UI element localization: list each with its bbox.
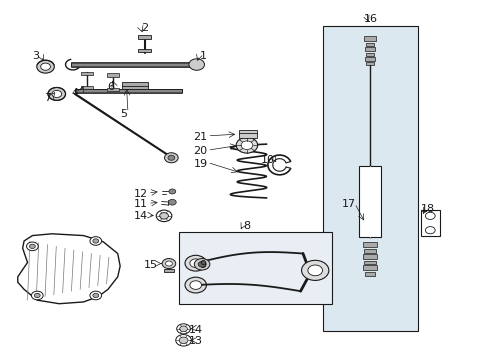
- Bar: [322, 26, 417, 330]
- Circle shape: [175, 334, 191, 346]
- Bar: [362, 254, 377, 258]
- Circle shape: [241, 141, 252, 149]
- Circle shape: [93, 239, 99, 243]
- Circle shape: [179, 326, 187, 332]
- Text: 18: 18: [420, 204, 434, 215]
- Circle shape: [165, 261, 172, 266]
- Circle shape: [194, 258, 209, 270]
- Text: 3: 3: [32, 51, 39, 61]
- Circle shape: [93, 293, 99, 298]
- Circle shape: [307, 265, 322, 276]
- Circle shape: [31, 291, 43, 300]
- Text: 10: 10: [261, 155, 274, 165]
- Text: 9: 9: [199, 260, 206, 270]
- Text: 14: 14: [134, 211, 148, 221]
- Bar: [238, 130, 257, 134]
- Circle shape: [198, 261, 205, 267]
- Bar: [364, 57, 375, 61]
- Circle shape: [48, 87, 65, 100]
- Bar: [75, 89, 182, 92]
- Bar: [365, 53, 374, 56]
- Bar: [138, 36, 151, 39]
- Circle shape: [184, 277, 206, 293]
- Circle shape: [164, 153, 178, 163]
- Bar: [107, 88, 119, 91]
- Bar: [122, 85, 148, 89]
- Circle shape: [37, 60, 54, 73]
- Circle shape: [29, 244, 35, 248]
- Bar: [178, 232, 331, 304]
- Circle shape: [168, 189, 175, 194]
- Circle shape: [168, 199, 176, 205]
- Bar: [365, 272, 374, 276]
- Text: 13: 13: [188, 336, 203, 346]
- Circle shape: [189, 281, 201, 289]
- Bar: [364, 249, 375, 253]
- Circle shape: [188, 59, 204, 70]
- Bar: [163, 269, 173, 272]
- Text: 7: 7: [44, 93, 51, 103]
- Bar: [362, 242, 377, 247]
- Circle shape: [159, 213, 168, 219]
- Circle shape: [167, 155, 174, 160]
- Text: 20: 20: [193, 146, 207, 156]
- Circle shape: [184, 255, 206, 271]
- Circle shape: [236, 137, 257, 153]
- Polygon shape: [18, 234, 120, 304]
- Bar: [365, 42, 374, 46]
- Bar: [138, 49, 151, 51]
- Bar: [420, 211, 439, 235]
- Bar: [71, 63, 197, 66]
- Circle shape: [162, 258, 175, 269]
- Circle shape: [301, 260, 328, 280]
- Text: 14: 14: [188, 325, 203, 334]
- Circle shape: [34, 293, 40, 298]
- Circle shape: [425, 226, 434, 234]
- Bar: [366, 62, 373, 65]
- Bar: [81, 86, 93, 89]
- Circle shape: [90, 291, 102, 300]
- Text: 2: 2: [141, 23, 148, 33]
- Circle shape: [156, 210, 171, 222]
- Text: 1: 1: [199, 51, 206, 61]
- Circle shape: [26, 242, 38, 251]
- Bar: [364, 47, 375, 51]
- Bar: [75, 89, 182, 93]
- Bar: [71, 62, 197, 67]
- Text: 21: 21: [193, 132, 207, 142]
- Bar: [363, 36, 376, 41]
- Circle shape: [52, 90, 61, 98]
- Text: 16: 16: [364, 14, 378, 24]
- Text: 8: 8: [243, 221, 250, 231]
- Bar: [122, 82, 148, 86]
- Circle shape: [176, 324, 190, 334]
- Text: 5: 5: [120, 109, 127, 119]
- Circle shape: [90, 237, 102, 245]
- Text: 17: 17: [342, 199, 356, 210]
- Circle shape: [425, 212, 434, 220]
- Text: 11: 11: [134, 199, 148, 210]
- Circle shape: [179, 337, 187, 343]
- Bar: [238, 134, 257, 138]
- Text: 15: 15: [143, 260, 158, 270]
- Bar: [359, 166, 380, 237]
- Circle shape: [41, 63, 50, 70]
- Bar: [362, 265, 377, 270]
- Bar: [81, 72, 93, 75]
- Text: 4: 4: [71, 88, 78, 98]
- Circle shape: [189, 259, 201, 267]
- Text: 6: 6: [107, 82, 114, 92]
- Text: 19: 19: [193, 158, 207, 168]
- Text: 12: 12: [134, 189, 148, 199]
- Bar: [107, 73, 119, 77]
- Bar: [364, 261, 375, 264]
